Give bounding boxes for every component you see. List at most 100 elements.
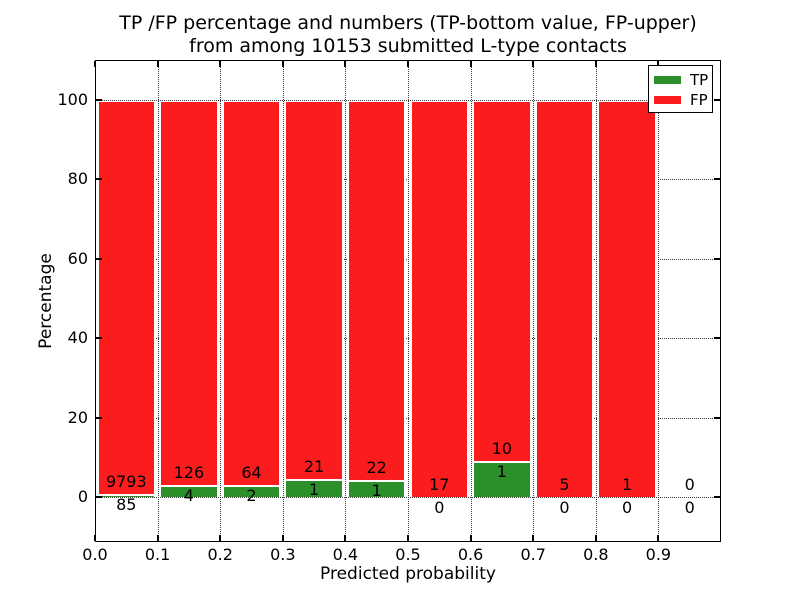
- gridline-vertical: [533, 60, 535, 542]
- fp-bar-segment: [284, 100, 344, 479]
- x-axis-tick: [219, 535, 222, 541]
- y-axis-right-tick: [714, 178, 720, 181]
- y-axis-tick: [96, 416, 102, 419]
- y-axis-right-tick: [714, 416, 720, 419]
- tp-count-label: 85: [116, 494, 137, 514]
- x-axis-tick: [156, 535, 159, 541]
- tp-count-label: 1: [496, 461, 507, 481]
- y-axis-tick: [96, 257, 102, 260]
- legend-swatch-tp-icon: [654, 76, 681, 84]
- y-axis-right-tick: [714, 337, 720, 340]
- fp-count-label: 126: [173, 462, 205, 482]
- legend: TP FP: [648, 65, 713, 113]
- fp-bar-segment: [534, 100, 595, 497]
- tp-bar-segment: [221, 484, 282, 497]
- x-tick-label: 0.2: [207, 545, 233, 564]
- gridline-vertical: [470, 60, 472, 542]
- gridline-horizontal: [95, 100, 721, 101]
- x-tick-label: 0.1: [144, 545, 171, 564]
- y-tick-label: 60: [67, 248, 88, 268]
- legend-item-fp: FP: [649, 90, 712, 110]
- x-tick-label: 0.0: [82, 545, 108, 564]
- fp-count-label: 9793: [105, 471, 147, 491]
- x-axis-top-tick: [407, 61, 409, 67]
- y-tick-label: 80: [67, 169, 88, 189]
- gridline-vertical: [595, 60, 597, 542]
- tp-count-label: 0: [559, 498, 570, 518]
- chart-title-line2: from among 10153 submitted L-type contac…: [189, 35, 627, 57]
- x-axis-tick: [532, 535, 535, 541]
- gridline-vertical: [408, 60, 409, 542]
- y-tick-label: 100: [57, 90, 88, 109]
- x-tick-label: 0.8: [583, 545, 609, 564]
- tp-count-label: 1: [371, 480, 382, 500]
- tp-bar-segment: [96, 493, 157, 497]
- y-axis-right-tick: [714, 99, 720, 101]
- x-axis-tick: [469, 535, 472, 541]
- x-tick-label: 0.4: [332, 545, 359, 564]
- x-axis-tick: [281, 535, 284, 541]
- x-axis-top-tick: [594, 61, 597, 67]
- fp-count-label: 22: [366, 457, 387, 477]
- fp-bar-segment: [472, 100, 532, 461]
- x-axis-tick: [94, 535, 96, 541]
- fp-count-label: 0: [684, 475, 695, 495]
- gridline-horizontal: [95, 338, 721, 340]
- legend-item-tp: TP: [649, 70, 712, 90]
- tp-count-label: 0: [684, 498, 695, 518]
- x-axis-top-tick: [657, 61, 660, 67]
- tp-bar-segment: [346, 479, 407, 497]
- x-axis-tick: [594, 535, 597, 541]
- x-axis-tick: [344, 535, 347, 541]
- chart-title-line1: TP /FP percentage and numbers (TP-bottom…: [119, 12, 697, 34]
- x-axis-top-tick: [344, 61, 347, 67]
- legend-swatch-fp-icon: [654, 96, 681, 104]
- tp-bar-segment: [472, 460, 532, 497]
- x-tick-label: 0.5: [395, 545, 421, 564]
- x-axis-top-tick: [94, 61, 96, 67]
- gridline-vertical: [157, 60, 159, 542]
- y-axis-right-tick: [714, 496, 720, 498]
- x-axis-tick: [657, 535, 660, 541]
- fp-bar-segment: [409, 100, 470, 497]
- fp-count-label: 1: [622, 475, 633, 495]
- legend-label-tp: TP: [690, 70, 709, 89]
- fp-count-label: 17: [429, 475, 450, 495]
- tp-count-label: 2: [246, 486, 257, 506]
- fp-bar-segment: [159, 100, 219, 485]
- gridline-vertical: [282, 60, 284, 542]
- x-axis-top-tick: [156, 61, 159, 67]
- gridline-vertical: [658, 60, 660, 542]
- x-axis-top-tick: [281, 61, 284, 67]
- y-axis-right-tick: [714, 257, 720, 260]
- x-axis-top-tick: [532, 61, 535, 67]
- gridline-horizontal: [95, 258, 721, 260]
- fp-count-label: 64: [241, 462, 262, 482]
- y-axis-tick: [96, 99, 102, 101]
- tp-count-label: 4: [183, 485, 194, 505]
- gridline-horizontal: [95, 179, 721, 181]
- x-tick-label: 0.7: [520, 545, 546, 564]
- fp-bar-segment: [96, 100, 157, 494]
- x-axis-top-tick: [469, 61, 472, 67]
- y-axis-tick: [96, 178, 102, 181]
- x-axis-tick: [407, 535, 409, 541]
- tp-count-label: 0: [434, 498, 445, 518]
- tp-bar-segment: [159, 484, 219, 497]
- gridline-horizontal: [95, 497, 721, 498]
- fp-bar-segment: [597, 100, 657, 497]
- tp-count-label: 1: [309, 480, 320, 499]
- legend-label-fp: FP: [690, 90, 708, 109]
- fp-count-label: 10: [491, 438, 513, 458]
- x-tick-label: 0.9: [645, 545, 672, 564]
- fp-count-label: 5: [559, 475, 570, 495]
- fp-count-label: 21: [303, 456, 325, 476]
- tp-count-label: 0: [622, 498, 633, 518]
- y-tick-label: 20: [67, 407, 88, 427]
- x-tick-label: 0.3: [270, 545, 296, 564]
- fp-bar-segment: [221, 100, 282, 485]
- x-tick-label: 0.6: [457, 545, 484, 564]
- gridline-vertical: [345, 60, 347, 542]
- y-tick-label: 40: [67, 328, 88, 348]
